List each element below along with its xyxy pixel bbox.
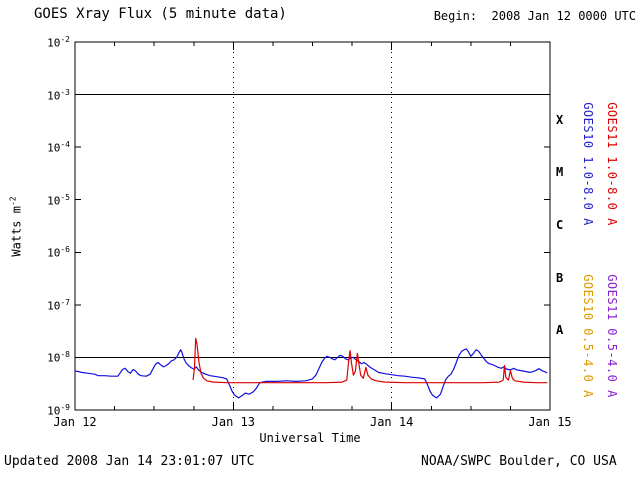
chart-title: GOES Xray Flux (5 minute data) [34, 6, 287, 22]
flare-class-m: M [556, 165, 564, 180]
y-tick-label: 10-5 [47, 192, 70, 208]
x-tick-label: Jan 15 [528, 415, 572, 429]
x-tick-label: Jan 14 [369, 415, 414, 429]
credit-text: NOAA/SWPC Boulder, CO USA [421, 454, 617, 469]
y-tick-label: 10-4 [47, 140, 70, 155]
begin-timestamp: Begin: 2008 Jan 12 0000 UTC [433, 9, 636, 23]
flux-trace-goes11-1-0-8-0-a [192, 337, 548, 384]
x-tick-label: Jan 13 [211, 415, 255, 429]
flare-class-c: C [556, 218, 564, 232]
y-tick-label: 10-3 [47, 87, 70, 103]
y-axis-label-exponent: -2 [8, 196, 18, 207]
y-tick-label: 10-6 [47, 245, 70, 260]
plot-border [74, 41, 551, 411]
flare-class-b: B [556, 270, 564, 285]
x-tick-label: Jan 12 [53, 415, 97, 429]
y-tick-label: 10-8 [47, 350, 70, 366]
legend-goes11-1-0-8-0-a: GOES11 1.0-8.0 A [605, 102, 619, 226]
updated-timestamp: Updated 2008 Jan 14 23:01:07 UTC [4, 454, 255, 469]
y-tick-label: 10-7 [47, 297, 70, 313]
flux-trace-goes10-1-0-8-0-a [74, 348, 548, 399]
y-axis-label-text: Watts m [9, 206, 24, 257]
y-tick-label: 10-2 [47, 35, 70, 50]
y-tick-label: 10-9 [47, 403, 70, 418]
flare-class-x: X [556, 112, 564, 127]
legend-goes10-1-0-8-0-a: GOES10 1.0-8.0 A [581, 102, 595, 226]
legend-goes11-0-5-4-0-a: GOES11 0.5-4.0 A [605, 274, 619, 398]
legend-goes10-0-5-4-0-a: GOES10 0.5-4.0 A [581, 274, 595, 398]
x-axis-label: Universal Time [259, 431, 361, 445]
flare-class-a: A [556, 323, 564, 338]
y-axis-label: Watts m-2 [9, 161, 24, 293]
